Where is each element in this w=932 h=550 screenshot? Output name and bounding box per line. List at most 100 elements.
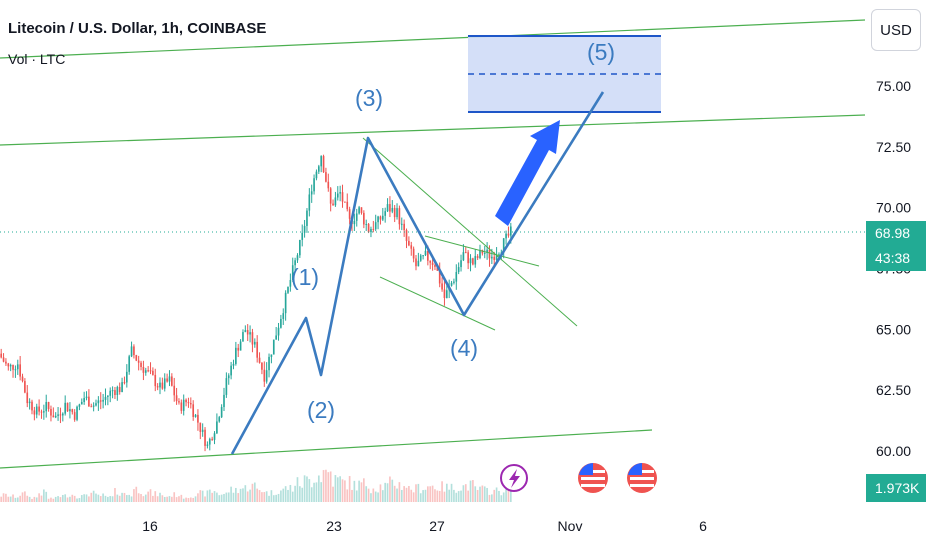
volume-bar [171, 496, 173, 502]
candle-body [363, 212, 365, 225]
candle-body [235, 347, 237, 364]
candle-body [270, 354, 273, 357]
volume-bar [211, 492, 213, 502]
volume-bar [230, 486, 232, 502]
volume-bar [144, 494, 147, 502]
volume-bar [66, 497, 69, 502]
volume-bar [353, 480, 356, 502]
time-axis[interactable]: 16 23 27 Nov 6 [142, 518, 707, 534]
candle-body [118, 387, 121, 392]
volume-bar [38, 493, 40, 502]
volume-bar [47, 498, 50, 502]
candle-body [282, 313, 285, 319]
candle-body [265, 370, 268, 382]
volume-bar [268, 495, 270, 502]
volume-bar [242, 488, 244, 502]
volume-bar [360, 482, 363, 502]
symbol-title[interactable]: Litecoin / U.S. Dollar, 1h, COINBASE [8, 20, 267, 37]
candle-body [436, 266, 439, 271]
volume-bar [346, 489, 349, 502]
volume-bar [123, 492, 126, 502]
volume-bar [246, 491, 249, 502]
channel-upper-line[interactable] [0, 19, 866, 59]
wedge-inner-line[interactable] [424, 235, 540, 267]
volume-bar [374, 491, 377, 502]
candle-body [220, 407, 223, 418]
volume-bar [50, 497, 52, 502]
candle-body [33, 410, 36, 415]
y-tick-label: 62.50 [876, 382, 911, 398]
volume-bar [438, 490, 441, 502]
candle-body [102, 399, 104, 402]
candle-body [495, 255, 498, 260]
volume-bar [445, 483, 448, 502]
volume-bar [220, 494, 223, 502]
volume-bar [90, 492, 93, 502]
candle-body [71, 409, 74, 413]
candle-body [182, 399, 185, 411]
candle-body [216, 421, 218, 434]
elliott-wave-path[interactable] [230, 91, 605, 455]
candle-body [441, 283, 443, 290]
candle-body [31, 401, 33, 411]
volume-bar [398, 482, 401, 502]
volume-bar [194, 496, 197, 502]
projection-arrow[interactable] [495, 120, 560, 226]
volume-bar [204, 496, 206, 502]
candle-body [223, 394, 225, 408]
candle-body [125, 371, 128, 383]
channel-middle-line[interactable] [0, 114, 866, 146]
volume-bar [187, 498, 190, 502]
volume-bar [237, 493, 240, 502]
volume-bar [502, 492, 505, 502]
volume-bar [125, 495, 128, 502]
volume-bar [303, 475, 306, 502]
volume-bar [299, 486, 301, 502]
candle-body [64, 402, 67, 414]
volume-bar [455, 492, 458, 502]
channel-lower-line[interactable] [0, 429, 653, 469]
target-zone-box[interactable] [468, 36, 661, 112]
candle-body [322, 156, 325, 173]
x-tick-label: Nov [558, 518, 583, 534]
volume-bar [263, 492, 266, 502]
candle-body [341, 192, 344, 202]
candle-body [424, 250, 427, 256]
chart-drawings[interactable] [0, 19, 866, 469]
volume-bar [232, 492, 235, 502]
candle-body [237, 347, 240, 351]
volume-bar [507, 488, 510, 502]
volume-bar [355, 490, 358, 502]
candle-body [171, 376, 173, 386]
volume-bar [253, 482, 256, 502]
wedge-upper-line[interactable] [362, 137, 578, 327]
currency-button[interactable]: USD [871, 9, 921, 51]
candle-body [419, 255, 422, 261]
volume-bar [265, 491, 268, 502]
wedge-lower-line[interactable] [379, 276, 496, 331]
volume-legend[interactable]: Vol · LTC [8, 51, 66, 67]
candle-body [415, 258, 417, 267]
volume-bar [367, 488, 370, 502]
candle-body [296, 255, 299, 261]
candle-body [410, 245, 413, 249]
candle-body [114, 390, 116, 396]
us-flag-icon[interactable] [578, 463, 608, 493]
candle-body [211, 438, 213, 440]
volume-bar [294, 485, 296, 502]
candle-body [83, 398, 85, 402]
volume-bar [173, 492, 176, 502]
candle-body [137, 360, 140, 363]
candle-body [348, 209, 351, 219]
volume-bar [341, 479, 344, 502]
candle-body [258, 357, 261, 363]
candle-body [232, 363, 235, 366]
us-flag-icon[interactable] [627, 463, 657, 493]
volume-bar [453, 489, 455, 502]
volume-bar [189, 497, 192, 502]
candle-body [218, 417, 221, 422]
lightning-event-icon[interactable] [500, 464, 528, 492]
volume-bar [396, 488, 398, 502]
volume-bar [280, 490, 282, 502]
